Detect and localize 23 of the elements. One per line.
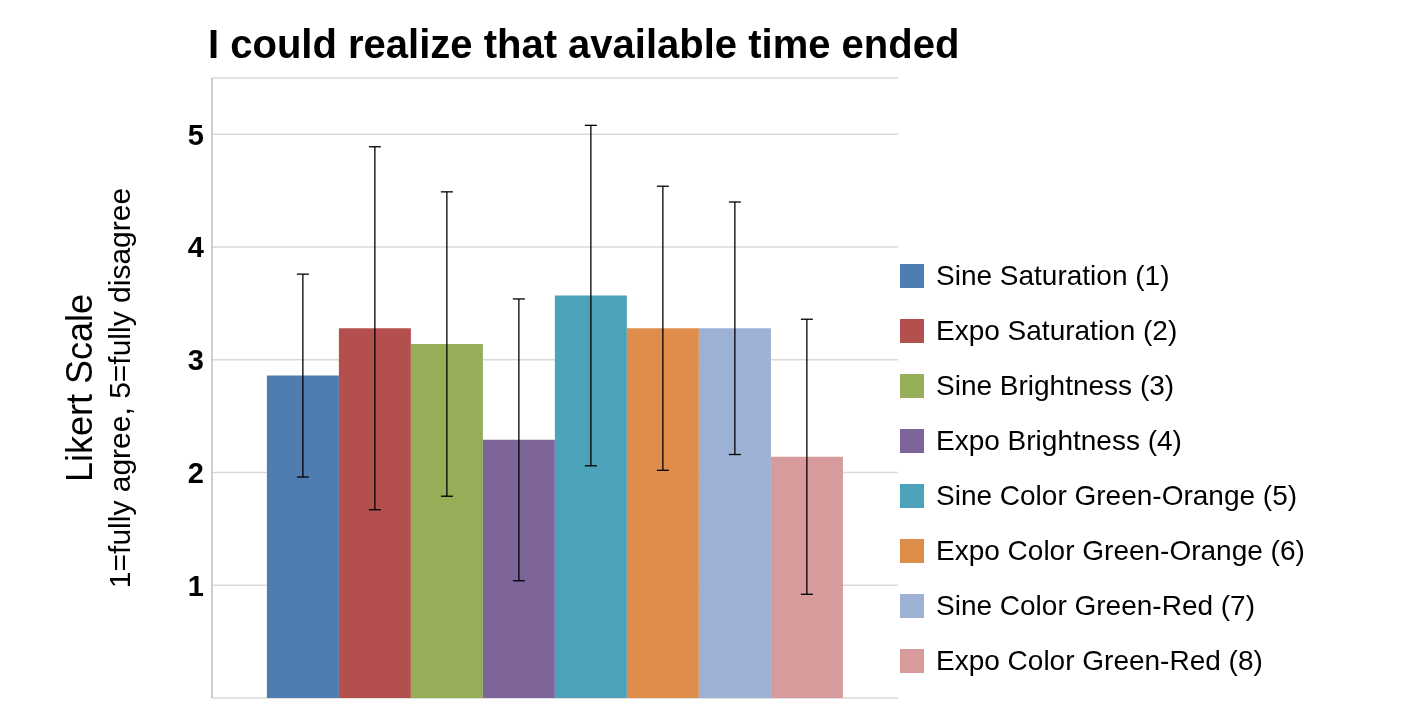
y-tick-label: 4 [187,231,204,264]
y-tick-label: 3 [187,344,204,377]
bar [410,344,483,698]
y-tick-label: 2 [187,456,204,489]
chart-title: I could realize that available time ended [208,22,960,67]
legend-label: Sine Color Green-Orange (5) [936,479,1298,512]
bar [770,456,843,698]
bar [338,328,411,698]
legend-label: Sine Brightness (3) [936,369,1175,402]
bar [266,375,339,698]
bar [554,295,627,698]
y-axis-title: Likert Scale 1=fully agree, 5=fully disagree [59,186,137,591]
bar [482,439,555,698]
bar [698,328,771,698]
legend-label: Expo Color Green-Orange (6) [936,534,1305,567]
legend-label: Sine Saturation (1) [936,259,1170,292]
legend-label: Expo Brightness (4) [936,424,1182,457]
y-tick-label: 1 [187,569,204,602]
y-tick-label: 5 [187,118,204,151]
legend-label: Expo Color Green-Red (8) [936,644,1263,677]
legend-label: Expo Saturation (2) [936,314,1178,347]
bar [626,328,699,698]
legend-label: Sine Color Green-Red (7) [936,589,1256,622]
